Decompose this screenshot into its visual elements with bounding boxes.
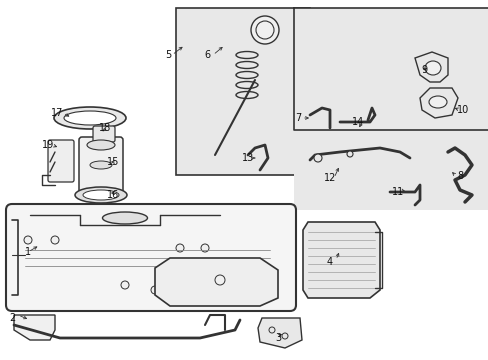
Circle shape	[201, 244, 208, 252]
Bar	[176, 8, 309, 175]
Text: 16: 16	[107, 190, 119, 200]
Text: 5: 5	[164, 50, 171, 60]
Bar	[293, 8, 488, 130]
Circle shape	[51, 236, 59, 244]
Text: 7: 7	[294, 113, 301, 123]
Circle shape	[151, 286, 159, 294]
Text: 12: 12	[323, 173, 336, 183]
Polygon shape	[155, 258, 278, 306]
Circle shape	[121, 281, 129, 289]
FancyBboxPatch shape	[79, 137, 123, 198]
FancyBboxPatch shape	[6, 204, 295, 311]
FancyBboxPatch shape	[48, 140, 74, 182]
Ellipse shape	[87, 140, 115, 150]
Text: 13: 13	[242, 153, 254, 163]
Text: 15: 15	[106, 157, 119, 167]
Ellipse shape	[64, 111, 116, 125]
Polygon shape	[14, 315, 55, 340]
Text: 19: 19	[42, 140, 54, 150]
Ellipse shape	[54, 107, 126, 129]
Ellipse shape	[102, 212, 147, 224]
Polygon shape	[419, 88, 457, 118]
Ellipse shape	[83, 190, 119, 200]
Ellipse shape	[75, 187, 127, 203]
Circle shape	[313, 154, 321, 162]
Circle shape	[176, 244, 183, 252]
Text: 10: 10	[456, 105, 468, 115]
Text: 6: 6	[203, 50, 210, 60]
Polygon shape	[303, 222, 379, 298]
Polygon shape	[414, 52, 447, 82]
Text: 14: 14	[351, 117, 364, 127]
Text: 11: 11	[391, 187, 403, 197]
Circle shape	[24, 236, 32, 244]
Text: 8: 8	[456, 171, 462, 181]
Text: 9: 9	[420, 65, 426, 75]
FancyBboxPatch shape	[93, 126, 115, 142]
Text: 17: 17	[51, 108, 63, 118]
Text: 1: 1	[25, 247, 31, 257]
Polygon shape	[258, 318, 302, 348]
Circle shape	[346, 151, 352, 157]
Bar	[293, 130, 488, 210]
Text: 4: 4	[326, 257, 332, 267]
Circle shape	[215, 275, 224, 285]
Text: 18: 18	[99, 123, 111, 133]
Ellipse shape	[90, 161, 112, 169]
Ellipse shape	[428, 96, 446, 108]
Ellipse shape	[424, 61, 440, 75]
Text: 3: 3	[274, 333, 281, 343]
Circle shape	[250, 16, 279, 44]
Text: 2: 2	[9, 313, 15, 323]
